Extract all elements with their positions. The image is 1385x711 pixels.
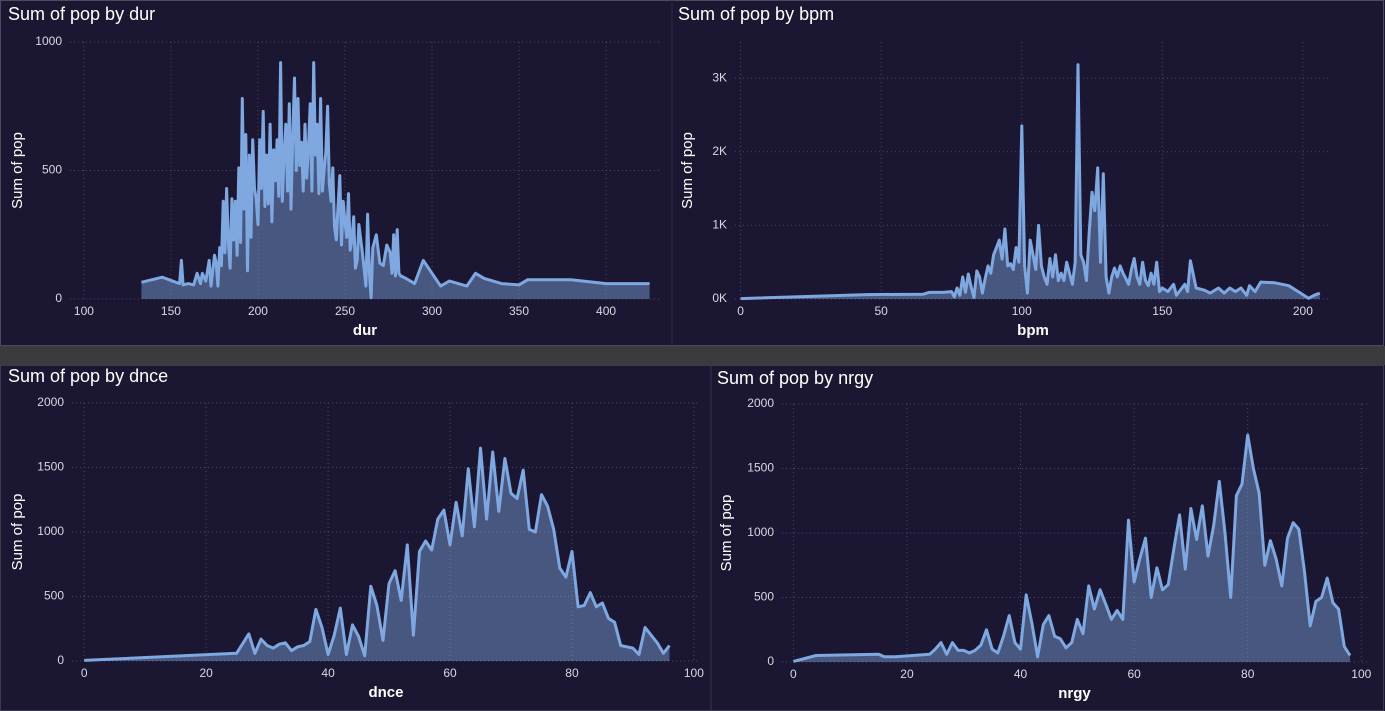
x-tick-label: 400	[596, 304, 616, 318]
separator	[0, 346, 1385, 365]
x-tick-label: 80	[1241, 667, 1255, 681]
x-tick-label: 350	[509, 304, 529, 318]
line	[793, 433, 1352, 663]
y-axis-title: Sum of pop	[718, 495, 735, 572]
panel-border	[0, 0, 1384, 346]
x-axis-title: nrgy	[1058, 685, 1091, 702]
x-tick-label: 60	[1127, 667, 1141, 681]
y-tick-label: 1000	[35, 34, 62, 48]
area-fill	[141, 62, 650, 299]
y-axis-title: Sum of pop	[9, 494, 26, 571]
x-tick-label: 40	[1014, 667, 1028, 681]
y-tick-label: 1000	[747, 525, 774, 539]
x-tick-label: 150	[1152, 304, 1172, 318]
y-axis-title: Sum of pop	[679, 132, 696, 209]
chart-title: Sum of pop by nrgy	[717, 368, 873, 388]
chart-title: Sum of pop by bpm	[678, 4, 834, 24]
line	[84, 446, 671, 662]
y-tick-label: 2000	[37, 395, 64, 409]
x-tick-label: 20	[900, 667, 914, 681]
x-tick-label: 100	[1351, 667, 1371, 681]
x-axis-title: bpm	[1017, 322, 1049, 339]
x-axis-title: dur	[353, 322, 377, 339]
y-tick-label: 0K	[712, 291, 727, 305]
x-tick-label: 20	[199, 666, 213, 680]
y-tick-label: 500	[44, 589, 64, 603]
y-tick-label: 500	[42, 163, 62, 177]
y-tick-label: 1000	[37, 524, 64, 538]
y-tick-label: 1500	[37, 460, 64, 474]
y-tick-label: 0	[55, 291, 62, 305]
x-tick-label: 250	[335, 304, 355, 318]
x-tick-label: 50	[875, 304, 889, 318]
x-tick-label: 0	[81, 666, 88, 680]
x-tick-label: 100	[74, 304, 94, 318]
chart-title: Sum of pop by dur	[8, 4, 155, 24]
y-tick-label: 0	[767, 654, 774, 668]
line	[740, 63, 1321, 301]
y-tick-label: 0	[57, 653, 64, 667]
area-fill	[793, 435, 1350, 662]
x-tick-label: 100	[684, 666, 704, 680]
y-tick-label: 1K	[712, 218, 727, 232]
line	[141, 61, 650, 300]
y-tick-label: 500	[754, 590, 774, 604]
y-tick-label: 2000	[747, 396, 774, 410]
y-tick-label: 3K	[712, 70, 727, 84]
x-tick-label: 200	[248, 304, 268, 318]
x-tick-label: 100	[1012, 304, 1032, 318]
x-tick-label: 150	[161, 304, 181, 318]
y-axis-title: Sum of pop	[9, 132, 26, 209]
x-tick-label: 200	[1293, 304, 1313, 318]
x-tick-label: 0	[737, 304, 744, 318]
x-tick-label: 80	[565, 666, 579, 680]
y-tick-label: 2K	[712, 144, 727, 158]
y-tick-label: 1500	[747, 461, 774, 475]
x-tick-label: 300	[422, 304, 442, 318]
chart-title: Sum of pop by dnce	[8, 366, 168, 386]
x-tick-label: 60	[443, 666, 457, 680]
x-axis-title: dnce	[368, 684, 403, 701]
x-tick-label: 0	[790, 667, 797, 681]
x-tick-label: 40	[321, 666, 335, 680]
area-fill	[84, 448, 670, 661]
